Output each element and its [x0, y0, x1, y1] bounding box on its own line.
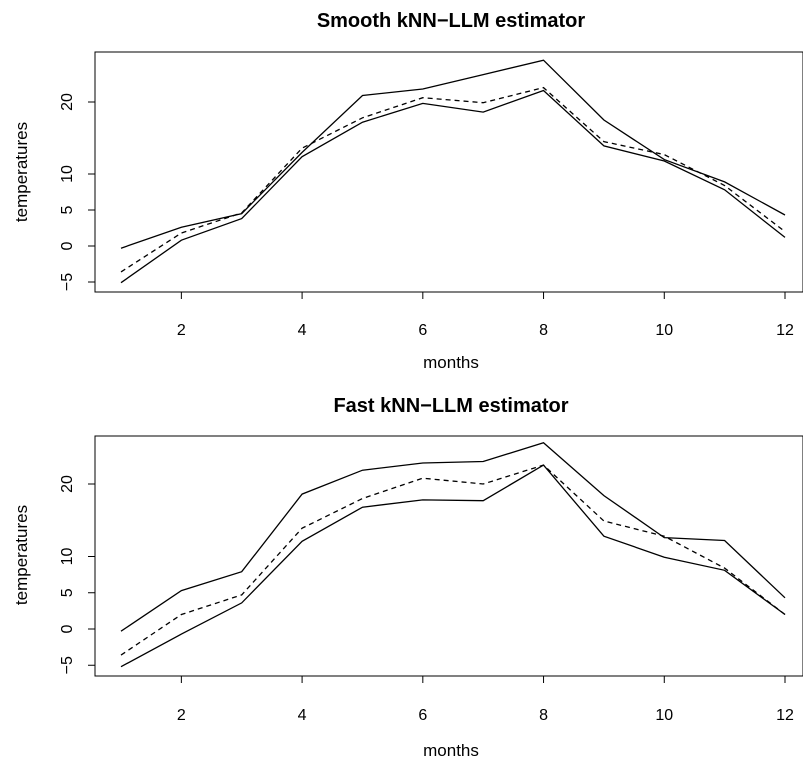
series-line-1: [120, 59, 786, 249]
series-line-3: [120, 89, 786, 284]
x-axis-label: months: [423, 741, 479, 760]
series-line-3: [120, 464, 786, 668]
x-tick-label: 12: [776, 322, 794, 339]
x-tick-label: 6: [418, 322, 427, 339]
y-tick-label: −5: [59, 273, 76, 291]
chart-title: Fast kNN−LLM estimator: [333, 395, 568, 417]
x-tick-label: 4: [298, 707, 307, 724]
x-tick-label: 8: [539, 707, 548, 724]
x-tick-label: 8: [539, 322, 548, 339]
panel-fast: Fast kNN−LLM estimator months temperatur…: [12, 395, 803, 760]
y-tick-label: 20: [59, 93, 76, 111]
plot-marks: 2 4 6 8 10 12 −5 0 5 10 20: [59, 441, 794, 724]
x-tick-label: 10: [655, 707, 673, 724]
chart-title: Smooth kNN−LLM estimator: [317, 10, 586, 32]
x-tick-label: 2: [177, 322, 186, 339]
series-line-2: [120, 86, 786, 273]
plot-marks: 2 4 6 8 10 12 −5 0 5 10 20: [59, 59, 794, 339]
y-tick-label: −5: [59, 656, 76, 674]
y-tick-label: 0: [59, 624, 76, 633]
y-tick-label: 10: [59, 548, 76, 566]
plot-frame: [94, 435, 803, 677]
plot-frame: [94, 51, 803, 293]
y-axis-label: temperatures: [12, 505, 31, 605]
x-tick-label: 10: [655, 322, 673, 339]
x-tick-label: 6: [418, 707, 427, 724]
x-tick-label: 12: [776, 707, 794, 724]
y-tick-label: 5: [59, 205, 76, 214]
x-axis-label: months: [423, 353, 479, 372]
y-tick-label: 20: [59, 475, 76, 493]
series-line-2: [120, 464, 786, 656]
y-tick-label: 0: [59, 241, 76, 250]
series-line-1: [120, 441, 786, 632]
y-tick-label: 5: [59, 588, 76, 597]
x-tick-label: 2: [177, 707, 186, 724]
x-tick-label: 4: [298, 322, 307, 339]
y-axis-label: temperatures: [12, 122, 31, 222]
y-tick-label: 10: [59, 165, 76, 183]
panel-smooth: Smooth kNN−LLM estimator months temperat…: [12, 10, 803, 372]
